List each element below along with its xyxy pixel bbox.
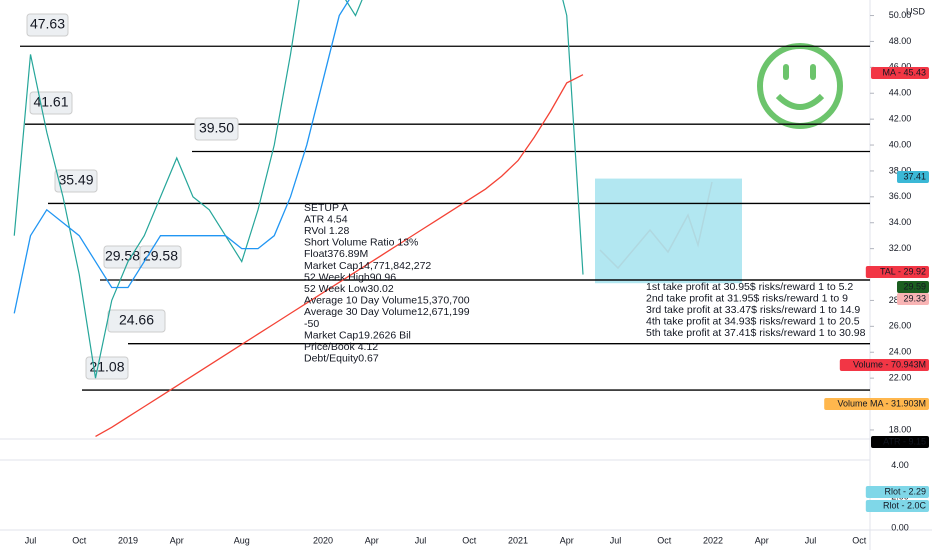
setup-line: Float376.89M <box>304 248 368 260</box>
axis-badge <box>865 266 929 278</box>
axis-badge <box>839 359 929 371</box>
x-tick-label: Oct <box>462 535 477 545</box>
currency: USD <box>906 6 926 16</box>
y-tick-label: 38.00 <box>889 165 912 175</box>
price-pane <box>13 0 584 437</box>
setup-line: Debt/Equity0.67 <box>304 353 379 365</box>
target-line: 1st take profit at 30.95$ risks/reward 1… <box>646 281 853 293</box>
target-line: 5th take profit at 37.41$ risks/reward 1… <box>646 327 866 339</box>
y-tick-label: 50.00 <box>889 10 912 20</box>
target-line: 4th take profit at 34.93$ risks/reward 1… <box>646 316 860 328</box>
axis-badge-label: Rlot - 2.29 <box>884 486 926 496</box>
axis-badge <box>897 293 929 305</box>
x-tick-label: Jul <box>25 535 37 545</box>
setup-line: 52 Week Low30.02 <box>304 283 394 295</box>
axis-badge <box>897 171 929 183</box>
y-tick-label: 22.00 <box>889 373 912 383</box>
level-label-box <box>54 169 98 193</box>
setup-line: RVol 1.28 <box>304 225 350 237</box>
setup-line: Market Cap14,771,842,272 <box>304 260 431 272</box>
y-tick-label: 48.00 <box>889 36 912 46</box>
series-line <box>13 0 584 379</box>
y-tick-label: 36.00 <box>889 191 912 201</box>
setup-line: -50 <box>304 318 319 330</box>
y-tick-label: 42.00 <box>889 114 912 124</box>
x-tick-label: 2021 <box>508 535 528 545</box>
axis-badge-label: Volume - 70.943M <box>853 359 926 369</box>
y-tick-label: 24.00 <box>889 347 912 357</box>
x-tick-label: Jul <box>415 535 427 545</box>
setup-line: Average 10 Day Volume15,370,700 <box>304 295 470 307</box>
axis-badge <box>824 398 929 410</box>
y-tick-label: 18.00 <box>889 424 912 434</box>
setup-line: Short Volume Ratio 13% <box>304 237 418 249</box>
axis-badge-label: 29.33 <box>903 293 926 303</box>
y-tick-label: 26.00 <box>889 321 912 331</box>
level-label-box <box>194 117 239 141</box>
rvol-tick-label: 0.00 <box>891 522 909 532</box>
x-tick-label: 2020 <box>313 535 333 545</box>
x-tick-label: Apr <box>560 535 574 545</box>
y-tick-label: 44.00 <box>889 88 912 98</box>
target-line: 2nd take profit at 31.95$ risks/reward 1… <box>646 292 848 304</box>
x-tick-label: 2022 <box>703 535 723 545</box>
axis-badge <box>871 67 929 79</box>
setup-line: Market Cap19.2626 Bil <box>304 329 411 341</box>
series-line <box>13 0 350 314</box>
axis-badge-label: Rlot - 2.0C <box>883 500 927 510</box>
x-tick-label: Oct <box>72 535 87 545</box>
y-tick-label: 46.00 <box>889 62 912 72</box>
setup-line: Price/Book 4.12 <box>304 341 378 353</box>
projection-path <box>599 181 713 270</box>
level-label: 41.61 <box>33 94 68 110</box>
rvol-tick-label: 4.00 <box>891 460 909 470</box>
axis-badge-label: Volume MA - 31.903M <box>837 398 926 408</box>
axis-badge <box>871 436 929 448</box>
axis-badge-label: TAL - 29.92 <box>880 266 926 276</box>
level-label: 29.58 <box>143 248 178 264</box>
y-tick-label: 32.00 <box>889 243 912 253</box>
series-line <box>95 74 584 437</box>
x-tick-label: Oct <box>657 535 672 545</box>
target-line: 3rd take profit at 33.47$ risks/reward 1… <box>646 304 860 316</box>
setup-line: SETUP A <box>304 202 348 214</box>
x-tick-label: 2019 <box>118 535 138 545</box>
level-label: 39.50 <box>199 120 234 136</box>
level-label: 47.63 <box>30 16 65 32</box>
x-tick-label: Aug <box>234 535 250 545</box>
axis-badge-label: 29.59 <box>903 281 926 291</box>
x-tick-label: Jul <box>805 535 817 545</box>
axis-badge-label: ATR - 9.15 <box>883 436 926 446</box>
level-label: 24.66 <box>119 312 154 328</box>
y-tick-label: 34.00 <box>889 217 912 227</box>
level-label: 29.58 <box>105 248 140 264</box>
axis-badge <box>897 281 929 293</box>
axis-badge-label: MA - 45.43 <box>882 67 926 77</box>
setup-line: ATR 4.54 <box>304 213 348 225</box>
x-tick-label: Apr <box>755 535 769 545</box>
x-tick-label: Apr <box>170 535 184 545</box>
axis-badge <box>865 486 929 498</box>
x-tick-label: Oct <box>852 535 867 545</box>
level-label: 35.49 <box>58 172 93 188</box>
setup-line: Average 30 Day Volume12,671,199 <box>304 306 470 318</box>
level-label-box <box>29 91 73 115</box>
x-tick-label: Apr <box>365 535 379 545</box>
smiley-eyes <box>783 64 816 80</box>
level-label-box <box>26 13 69 37</box>
y-tick-label: 40.00 <box>889 139 912 149</box>
x-tick-label: Jul <box>610 535 622 545</box>
axis-badge-label: 37.41 <box>903 171 926 181</box>
setup-line: 52 Week High90.96 <box>304 271 396 283</box>
axis-badge <box>865 500 929 512</box>
